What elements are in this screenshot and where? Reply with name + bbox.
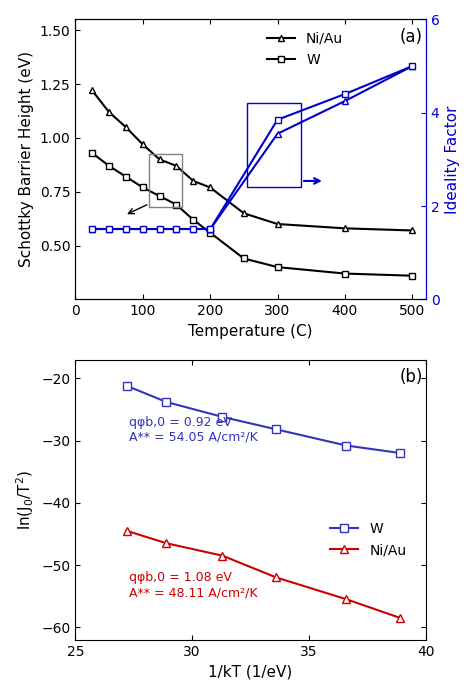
Ni/Au bbox=[344, 595, 349, 604]
W bbox=[274, 263, 280, 271]
Text: qφb,0 = 0.92 eV
A** = 54.05 A/cm²/K: qφb,0 = 0.92 eV A** = 54.05 A/cm²/K bbox=[129, 416, 258, 444]
Ni/Au bbox=[140, 140, 146, 148]
W bbox=[89, 149, 95, 157]
Line: Ni/Au: Ni/Au bbox=[122, 527, 404, 622]
Legend: W, Ni/Au: W, Ni/Au bbox=[325, 517, 412, 563]
Y-axis label: Schottky Barrier Height (eV): Schottky Barrier Height (eV) bbox=[19, 51, 34, 267]
X-axis label: 1/kT (1/eV): 1/kT (1/eV) bbox=[209, 664, 292, 679]
Text: qφb,0 = 1.08 eV
A** = 48.11 A/cm²/K: qφb,0 = 1.08 eV A** = 48.11 A/cm²/K bbox=[129, 571, 257, 599]
W bbox=[342, 270, 348, 278]
Bar bbox=[247, 103, 301, 187]
W bbox=[207, 229, 213, 237]
Ni/Au bbox=[106, 108, 112, 116]
W bbox=[397, 449, 403, 457]
Ni/Au bbox=[274, 220, 280, 228]
W bbox=[410, 272, 415, 280]
Ni/Au bbox=[164, 539, 169, 547]
Ni/Au bbox=[207, 183, 213, 191]
Y-axis label: ln(J$_0$/T$^2$): ln(J$_0$/T$^2$) bbox=[14, 470, 36, 529]
Ni/Au bbox=[241, 209, 246, 218]
Line: W: W bbox=[89, 150, 416, 279]
W bbox=[219, 413, 225, 421]
Ni/Au bbox=[219, 552, 225, 560]
X-axis label: Temperature (C): Temperature (C) bbox=[188, 324, 313, 339]
Bar bbox=[149, 154, 182, 207]
Ni/Au bbox=[173, 161, 179, 170]
W bbox=[344, 441, 349, 450]
Ni/Au bbox=[342, 224, 348, 232]
Ni/Au bbox=[124, 527, 129, 535]
Ni/Au bbox=[157, 155, 163, 164]
Ni/Au bbox=[191, 177, 196, 185]
W bbox=[106, 161, 112, 170]
W bbox=[191, 216, 196, 224]
Legend: Ni/Au, W: Ni/Au, W bbox=[262, 26, 349, 72]
Line: Ni/Au: Ni/Au bbox=[89, 87, 416, 234]
W bbox=[157, 192, 163, 200]
Ni/Au bbox=[273, 573, 279, 581]
Line: W: W bbox=[122, 382, 404, 457]
W bbox=[123, 173, 128, 181]
Y-axis label: Ideality Factor: Ideality Factor bbox=[445, 105, 460, 213]
W bbox=[241, 254, 246, 263]
Ni/Au bbox=[123, 123, 128, 131]
Ni/Au bbox=[410, 227, 415, 235]
W bbox=[140, 183, 146, 191]
W bbox=[273, 426, 279, 434]
Text: (a): (a) bbox=[400, 28, 422, 46]
W bbox=[164, 398, 169, 406]
Ni/Au bbox=[397, 614, 403, 622]
W bbox=[173, 200, 179, 209]
W bbox=[124, 382, 129, 390]
Ni/Au bbox=[89, 87, 95, 95]
Text: (b): (b) bbox=[400, 368, 423, 386]
